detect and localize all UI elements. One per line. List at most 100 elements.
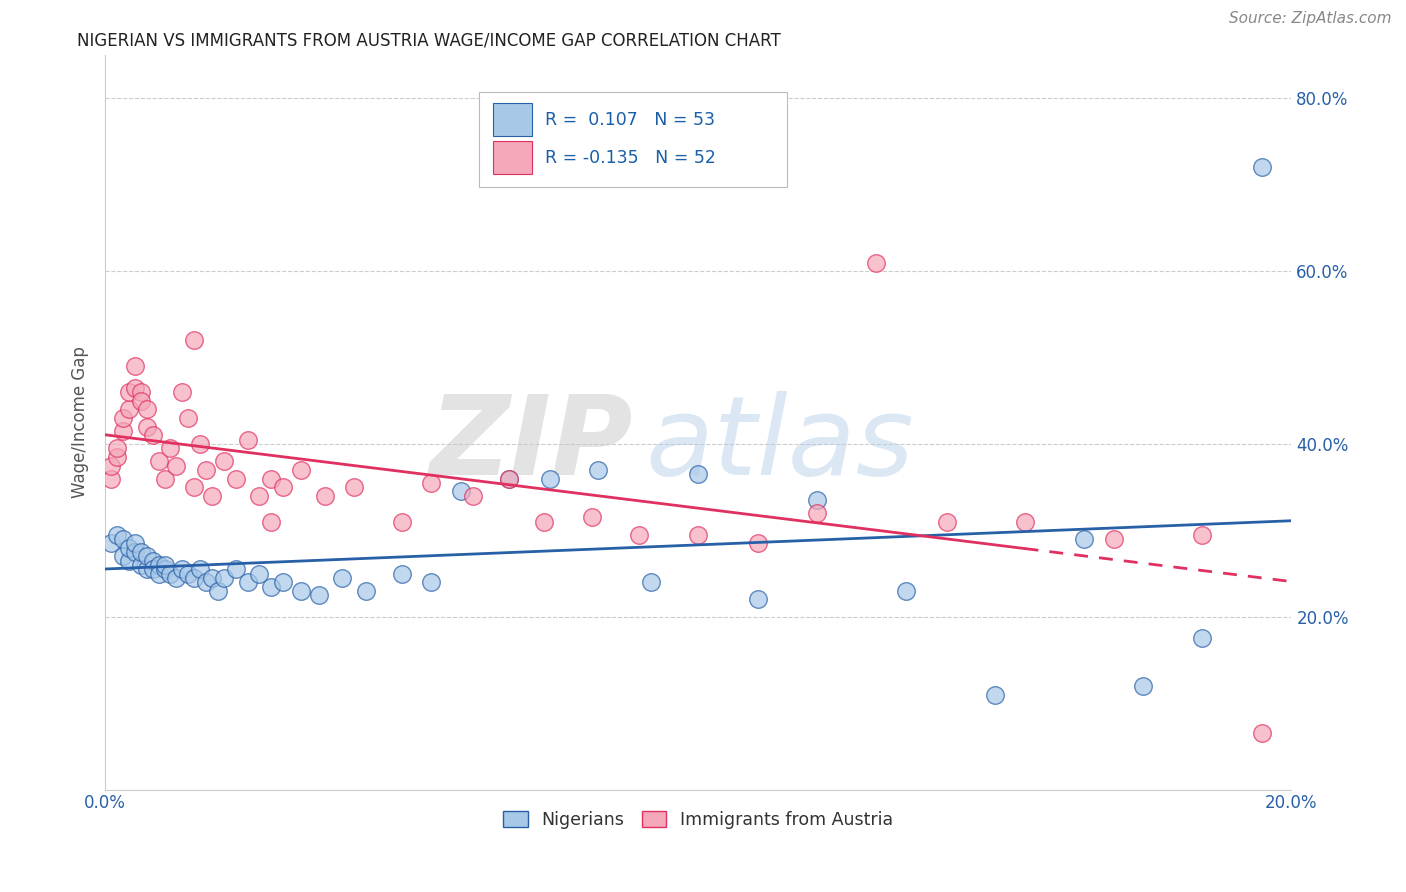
- Legend: Nigerians, Immigrants from Austria: Nigerians, Immigrants from Austria: [496, 804, 900, 836]
- Text: R = -0.135   N = 52: R = -0.135 N = 52: [546, 149, 716, 167]
- Point: [201, 489, 224, 503]
- Point: [225, 562, 247, 576]
- Point: [195, 575, 218, 590]
- Point: [172, 562, 194, 576]
- Point: [581, 510, 603, 524]
- Point: [118, 553, 141, 567]
- Point: [343, 480, 366, 494]
- Point: [129, 545, 152, 559]
- Point: [1250, 161, 1272, 175]
- Point: [129, 393, 152, 408]
- Point: [1014, 515, 1036, 529]
- Point: [105, 450, 128, 464]
- Point: [688, 527, 710, 541]
- Point: [332, 571, 354, 585]
- Point: [627, 527, 650, 541]
- Point: [391, 566, 413, 581]
- Point: [420, 575, 443, 590]
- Point: [142, 428, 165, 442]
- Point: [236, 433, 259, 447]
- Point: [1250, 726, 1272, 740]
- Point: [129, 385, 152, 400]
- Point: [450, 484, 472, 499]
- Point: [124, 381, 146, 395]
- Point: [212, 571, 235, 585]
- Point: [100, 536, 122, 550]
- Point: [538, 471, 561, 485]
- Point: [533, 515, 555, 529]
- Point: [936, 515, 959, 529]
- Point: [747, 536, 769, 550]
- Point: [747, 592, 769, 607]
- Point: [249, 566, 271, 581]
- Point: [105, 527, 128, 541]
- Point: [165, 571, 187, 585]
- Point: [806, 506, 828, 520]
- Point: [135, 549, 157, 564]
- Point: [183, 333, 205, 347]
- Point: [271, 575, 294, 590]
- Point: [498, 471, 520, 485]
- Point: [100, 458, 122, 473]
- Text: R =  0.107   N = 53: R = 0.107 N = 53: [546, 111, 716, 128]
- Point: [260, 471, 283, 485]
- Point: [124, 359, 146, 374]
- Point: [290, 463, 312, 477]
- Point: [249, 489, 271, 503]
- Point: [111, 424, 134, 438]
- Point: [188, 562, 211, 576]
- Point: [586, 463, 609, 477]
- Point: [111, 532, 134, 546]
- Point: [236, 575, 259, 590]
- Text: ZIP: ZIP: [430, 391, 633, 498]
- Point: [159, 442, 181, 456]
- Point: [118, 402, 141, 417]
- Point: [111, 411, 134, 425]
- Point: [100, 471, 122, 485]
- Point: [165, 458, 187, 473]
- Text: NIGERIAN VS IMMIGRANTS FROM AUSTRIA WAGE/INCOME GAP CORRELATION CHART: NIGERIAN VS IMMIGRANTS FROM AUSTRIA WAGE…: [77, 31, 782, 49]
- Point: [153, 558, 176, 572]
- Point: [118, 385, 141, 400]
- Point: [188, 437, 211, 451]
- Point: [865, 255, 887, 269]
- Point: [135, 419, 157, 434]
- Bar: [494, 142, 533, 175]
- Point: [1102, 532, 1125, 546]
- Point: [290, 583, 312, 598]
- Point: [111, 549, 134, 564]
- Point: [640, 575, 662, 590]
- Point: [894, 583, 917, 598]
- Point: [1191, 632, 1213, 646]
- Point: [153, 471, 176, 485]
- Point: [984, 688, 1007, 702]
- Point: [129, 558, 152, 572]
- Point: [688, 467, 710, 482]
- Point: [159, 566, 181, 581]
- Point: [207, 583, 229, 598]
- Point: [148, 454, 170, 468]
- Point: [420, 475, 443, 490]
- Point: [177, 411, 200, 425]
- Point: [172, 385, 194, 400]
- Point: [135, 562, 157, 576]
- Text: atlas: atlas: [645, 391, 914, 498]
- Text: Source: ZipAtlas.com: Source: ZipAtlas.com: [1229, 11, 1392, 26]
- Point: [391, 515, 413, 529]
- Point: [260, 580, 283, 594]
- Point: [201, 571, 224, 585]
- Point: [118, 541, 141, 555]
- Point: [225, 471, 247, 485]
- Point: [212, 454, 235, 468]
- Point: [124, 545, 146, 559]
- Point: [498, 471, 520, 485]
- Point: [153, 562, 176, 576]
- Point: [148, 558, 170, 572]
- Point: [271, 480, 294, 494]
- Point: [183, 571, 205, 585]
- Point: [461, 489, 484, 503]
- Point: [1073, 532, 1095, 546]
- Y-axis label: Wage/Income Gap: Wage/Income Gap: [72, 346, 89, 499]
- Point: [1191, 527, 1213, 541]
- Point: [135, 402, 157, 417]
